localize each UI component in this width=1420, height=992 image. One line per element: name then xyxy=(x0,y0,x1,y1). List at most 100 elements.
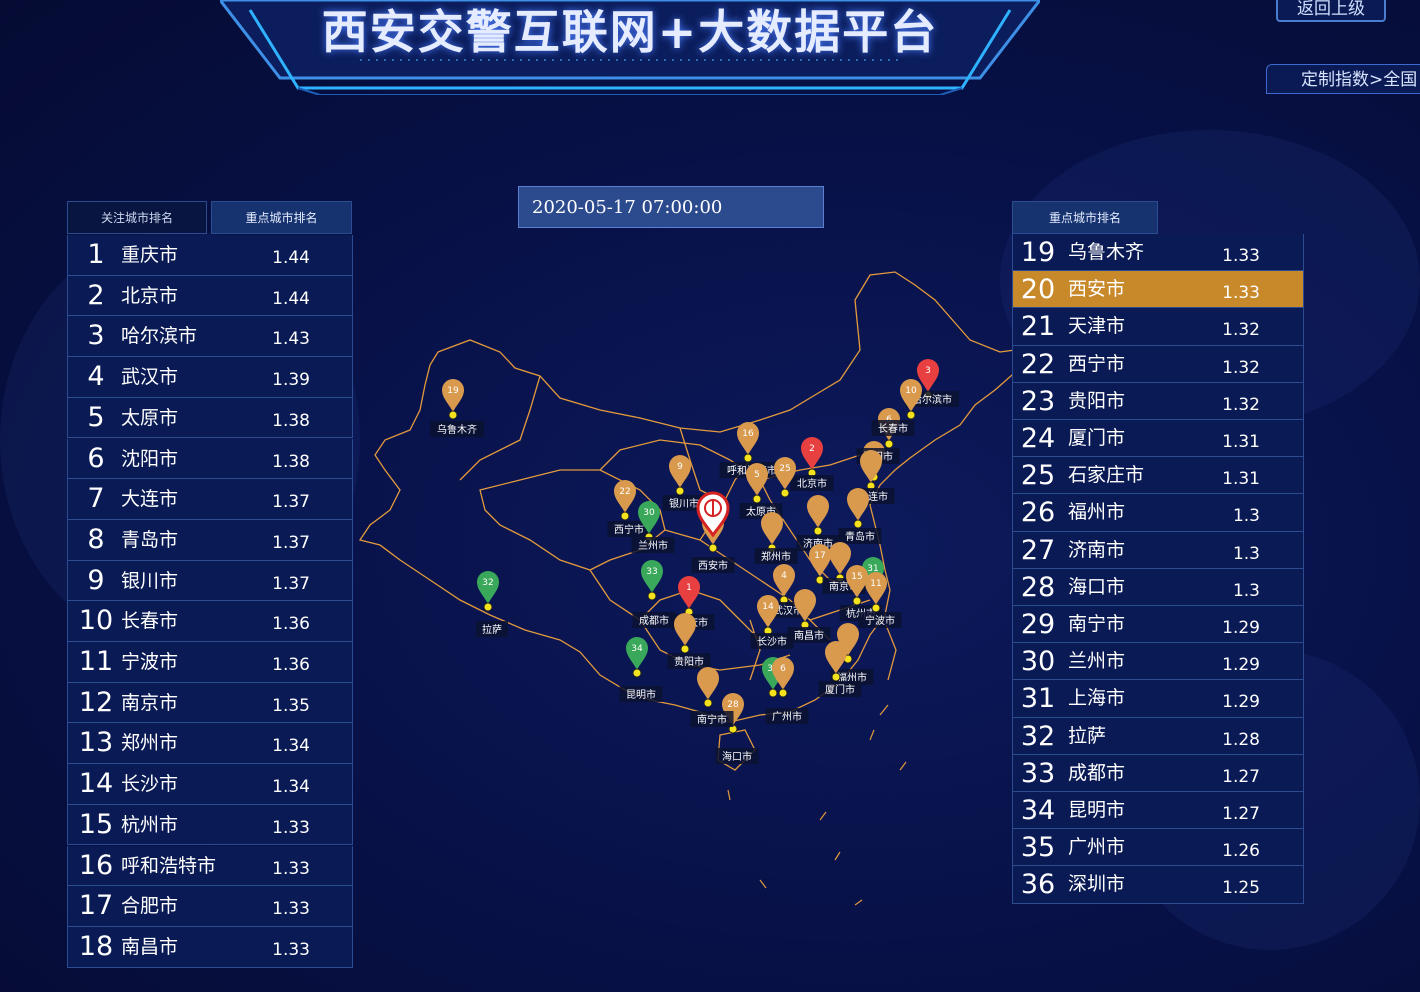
ranking-row[interactable]: 22 西宁市 1.32 xyxy=(1012,345,1304,383)
ranking-row[interactable]: 14 长沙市 1.34 xyxy=(67,764,353,805)
rank-index-value: 1.37 xyxy=(272,532,310,553)
rank-number: 18 xyxy=(78,930,114,962)
ranking-row[interactable]: 1 重庆市 1.44 xyxy=(67,235,353,276)
tab-key-cities[interactable]: 重点城市排名 xyxy=(211,201,352,234)
rank-index-value: 1.33 xyxy=(272,899,310,920)
ranking-row[interactable]: 17 合肥市 1.33 xyxy=(67,886,353,927)
city-marker[interactable]: 郑州市 xyxy=(754,512,798,564)
ranking-row[interactable]: 6 沈阳市 1.38 xyxy=(67,438,353,480)
ranking-row[interactable]: 35 广州市 1.26 xyxy=(1012,829,1304,867)
rank-city-name: 南京市 xyxy=(121,691,179,714)
tab-focus-cities[interactable]: 关注城市排名 xyxy=(67,201,207,234)
city-dot-icon xyxy=(708,543,718,553)
ranking-row[interactable]: 21 天津市 1.32 xyxy=(1012,308,1304,346)
ranking-row[interactable]: 11 宁波市 1.36 xyxy=(67,642,353,683)
ranking-row[interactable]: 3 哈尔滨市 1.43 xyxy=(67,316,353,358)
city-label: 广州市 xyxy=(772,710,802,723)
rank-number: 1 xyxy=(87,239,105,270)
city-marker[interactable]: 17 xyxy=(809,544,831,585)
ranking-row[interactable]: 25 石家庄市 1.31 xyxy=(1012,457,1304,495)
ranking-row[interactable]: 28 海口市 1.3 xyxy=(1012,568,1304,606)
ranking-row[interactable]: 7 大连市 1.37 xyxy=(67,479,353,520)
ranking-row[interactable]: 12 南京市 1.35 xyxy=(67,682,353,724)
ranking-row[interactable]: 13 郑州市 1.34 xyxy=(67,723,353,765)
ranking-row[interactable]: 8 青岛市 1.37 xyxy=(67,519,353,561)
city-marker[interactable]: 25 xyxy=(774,457,796,498)
ranking-row[interactable]: 31 上海市 1.29 xyxy=(1012,680,1304,718)
ranking-row[interactable]: 32 拉萨 1.28 xyxy=(1012,717,1304,755)
city-label-background xyxy=(754,548,798,564)
tab-key-cities-right[interactable]: 重点城市排名 xyxy=(1012,201,1158,234)
rank-index-value: 1.38 xyxy=(272,451,310,472)
rank-index-value: 1.32 xyxy=(1222,394,1260,415)
city-marker[interactable]: 青岛市 xyxy=(838,488,882,544)
rank-index-value: 1.32 xyxy=(1222,320,1260,341)
city-marker[interactable]: 9 银川市 xyxy=(662,455,706,511)
ranking-row[interactable]: 27 济南市 1.3 xyxy=(1012,531,1304,569)
ranking-row[interactable]: 19 乌鲁木齐 1.33 xyxy=(1012,234,1304,272)
datetime-picker[interactable]: 2020-05-17 07:00:00 xyxy=(518,186,824,228)
city-marker[interactable]: 22 西宁市 xyxy=(607,480,651,537)
header-banner: 西安交警互联网+大数据平台 xyxy=(220,0,1040,95)
city-marker[interactable]: 10 xyxy=(900,379,922,420)
ranking-row[interactable]: 16 呼和浩特市 1.33 xyxy=(67,845,353,887)
rank-city-name: 福州市 xyxy=(1068,501,1126,524)
city-marker[interactable]: 34 昆明市 xyxy=(619,637,663,702)
rank-city-name: 天津市 xyxy=(1068,315,1126,338)
ranking-row[interactable]: 18 南昌市 1.33 xyxy=(67,926,353,968)
rank-index-value: 1.44 xyxy=(272,288,310,309)
ranking-row[interactable]: 33 成都市 1.27 xyxy=(1012,754,1304,792)
rank-city-name: 海口市 xyxy=(1068,575,1126,598)
ranking-row[interactable]: 24 厦门市 1.31 xyxy=(1012,420,1304,458)
city-marker[interactable]: 32 拉萨 xyxy=(476,571,508,637)
city-marker[interactable]: 6长春市 xyxy=(871,408,915,449)
rank-index-value: 1.29 xyxy=(1222,618,1260,638)
rank-number: 29 xyxy=(1020,609,1056,640)
city-label: 北京市 xyxy=(797,477,827,490)
city-marker[interactable]: 19 乌鲁木齐 xyxy=(430,379,484,437)
rank-city-name: 南宁市 xyxy=(1068,613,1126,635)
map-pin-rank: 16 xyxy=(742,429,754,439)
ranking-row[interactable]: 2 北京市 1.44 xyxy=(67,275,353,317)
ranking-row[interactable]: 34 昆明市 1.27 xyxy=(1012,792,1304,830)
ranking-row[interactable]: 10 长春市 1.36 xyxy=(67,601,353,642)
ranking-row[interactable]: 20 西安市 1.33 xyxy=(1012,271,1304,309)
city-marker[interactable]: 贵阳市 xyxy=(667,613,711,669)
city-label-background xyxy=(476,621,508,637)
ranking-row[interactable]: 23 贵阳市 1.32 xyxy=(1012,382,1304,420)
city-marker[interactable]: 南昌市 xyxy=(787,589,831,643)
city-marker[interactable]: 南宁市 xyxy=(690,667,734,727)
city-marker[interactable]: 30 兰州市 xyxy=(631,501,675,553)
city-marker[interactable]: 济南市 xyxy=(796,495,840,551)
map-pin-rank: 9 xyxy=(677,462,683,472)
city-marker[interactable]: 厦门市 xyxy=(818,641,862,697)
ranking-row[interactable]: 4 武汉市 1.39 xyxy=(67,357,353,398)
back-button[interactable]: 返回上级 xyxy=(1276,0,1386,22)
city-label-background xyxy=(662,495,706,511)
map-pin-icon xyxy=(837,623,859,656)
ranking-row[interactable]: 30 兰州市 1.29 xyxy=(1012,643,1304,681)
ranking-row[interactable]: 5 太原市 1.38 xyxy=(67,397,353,439)
ranking-row[interactable]: 26 福州市 1.3 xyxy=(1012,494,1304,532)
map-pin-icon xyxy=(746,463,768,496)
ranking-row[interactable]: 29 南宁市 1.29 xyxy=(1012,606,1304,644)
city-marker[interactable]: 11 宁波市 xyxy=(858,572,902,628)
breadcrumb[interactable]: 定制指数>全国 xyxy=(1266,64,1420,94)
map-pin-icon xyxy=(757,595,779,628)
city-marker[interactable]: 14 长沙市 xyxy=(750,595,794,649)
city-marker[interactable]: 6 广州市 xyxy=(765,657,809,724)
rank-number: 22 xyxy=(1020,348,1056,380)
rank-city-name: 沈阳市 xyxy=(121,447,179,470)
ranking-row[interactable]: 9 银川市 1.37 xyxy=(67,560,353,602)
ranking-row[interactable]: 15 杭州市 1.33 xyxy=(67,804,353,846)
rank-index-value: 1.31 xyxy=(1222,432,1260,452)
ranking-row[interactable]: 36 深圳市 1.25 xyxy=(1012,866,1304,904)
rank-index-value: 1.3 xyxy=(1232,506,1260,527)
rank-index-value: 1.43 xyxy=(272,329,310,350)
city-marker[interactable]: 33 成都市 xyxy=(632,560,676,628)
map-pin-rank: 10 xyxy=(905,386,917,396)
city-marker[interactable]: 28 海口市 xyxy=(715,693,759,764)
rank-number: 21 xyxy=(1020,311,1056,343)
city-marker[interactable]: 2 北京市 xyxy=(790,437,834,491)
city-label: 长春市 xyxy=(878,422,908,435)
